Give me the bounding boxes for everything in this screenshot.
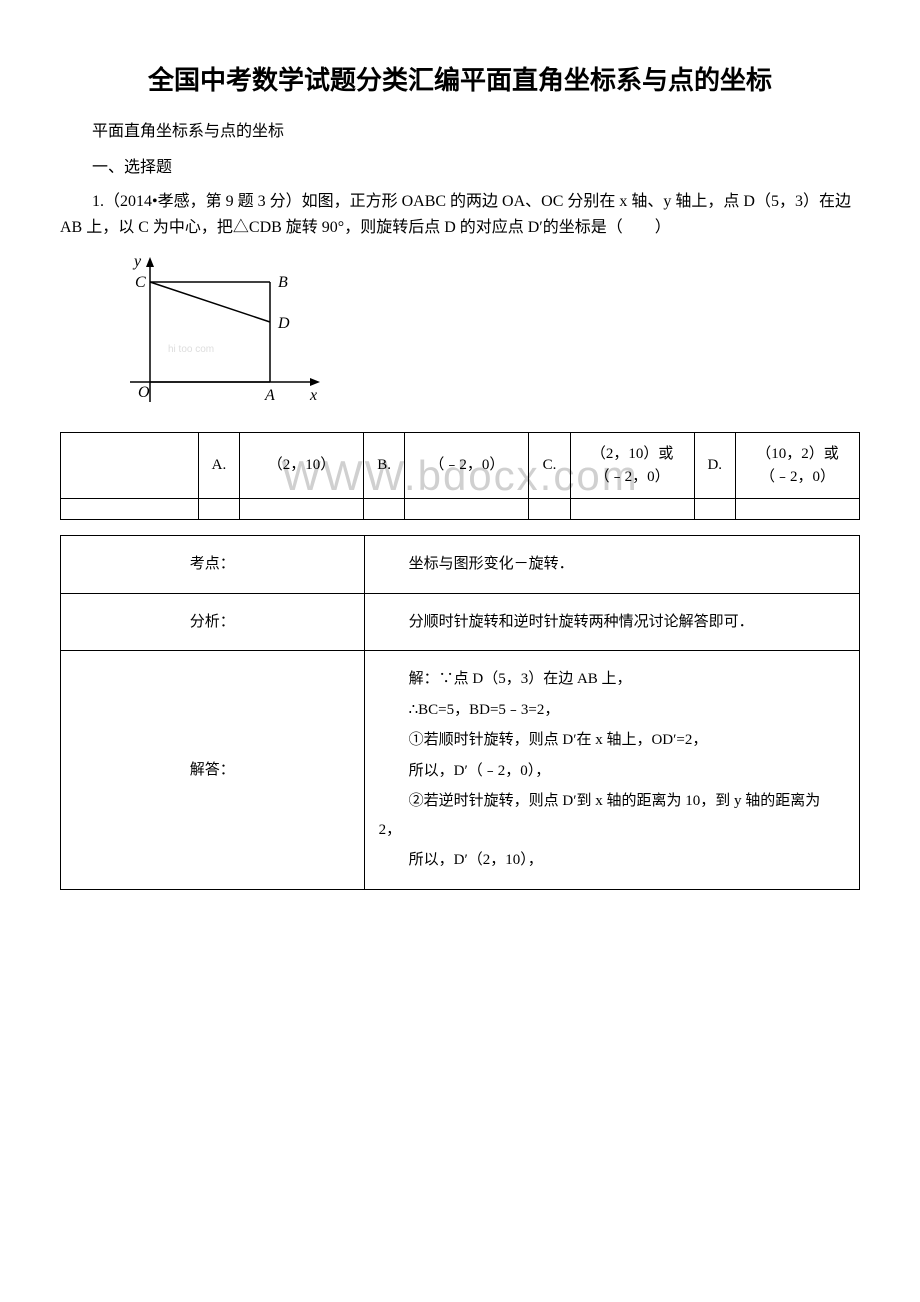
- blank-cell: [364, 499, 405, 520]
- option-text-c: （2，10）或（﹣2，0）: [570, 433, 694, 499]
- jieda-content: 解：∵点 D（5，3）在边 AB 上， ∴BC=5，BD=5﹣3=2， ①若顺时…: [364, 651, 859, 890]
- table-row: 解答： 解：∵点 D（5，3）在边 AB 上， ∴BC=5，BD=5﹣3=2， …: [61, 651, 860, 890]
- blank-cell: [198, 499, 239, 520]
- svg-text:y: y: [132, 253, 142, 270]
- subtitle: 平面直角坐标系与点的坐标: [60, 117, 860, 141]
- table-row: 分析： 分顺时针旋转和逆时针旋转两种情况讨论解答即可．: [61, 593, 860, 651]
- analysis-table: 考点： 坐标与图形变化－旋转． 分析： 分顺时针旋转和逆时针旋转两种情况讨论解答…: [60, 535, 860, 890]
- fenxi-content: 分顺时针旋转和逆时针旋转两种情况讨论解答即可．: [364, 593, 859, 651]
- option-text-b: （﹣2，0）: [405, 433, 529, 499]
- kaodian-content: 坐标与图形变化－旋转．: [364, 536, 859, 594]
- table-row: 考点： 坐标与图形变化－旋转．: [61, 536, 860, 594]
- kaodian-label: 考点：: [61, 536, 365, 594]
- diagram-svg: O A B C D x y hi too com: [120, 252, 330, 412]
- jieda-label: 解答：: [61, 651, 365, 890]
- page-title: 全国中考数学试题分类汇编平面直角坐标系与点的坐标: [60, 60, 860, 97]
- question-text: 1.（2014•孝感，第 9 题 3 分）如图，正方形 OABC 的两边 OA、…: [60, 189, 860, 240]
- option-label-d: D.: [694, 433, 735, 499]
- svg-text:hi too com: hi too com: [168, 344, 214, 355]
- blank-cell: [529, 499, 570, 520]
- svg-text:O: O: [138, 384, 150, 401]
- svg-text:B: B: [278, 274, 288, 291]
- option-label-b: B.: [364, 433, 405, 499]
- coordinate-diagram: O A B C D x y hi too com: [120, 252, 860, 417]
- jieda-line: 所以，D′（﹣2，0），: [379, 757, 845, 786]
- blank-cell: [735, 499, 859, 520]
- jieda-line: ①若顺时针旋转，则点 D′在 x 轴上，OD′=2，: [379, 726, 845, 755]
- option-text-d: （10，2）或（﹣2，0）: [735, 433, 859, 499]
- option-label-c: C.: [529, 433, 570, 499]
- jieda-line: 所以，D′（2，10），: [379, 846, 845, 875]
- option-label-a: A.: [198, 433, 239, 499]
- svg-text:C: C: [135, 274, 146, 291]
- jieda-line: 解：∵点 D（5，3）在边 AB 上，: [379, 665, 845, 694]
- svg-text:A: A: [264, 387, 275, 404]
- table-row: [61, 499, 860, 520]
- svg-text:D: D: [277, 315, 290, 332]
- options-table: A. （2，10） B. （﹣2，0） C. （2，10）或（﹣2，0） D. …: [60, 432, 860, 520]
- blank-cell: [61, 499, 199, 520]
- section-header: 一、选择题: [60, 153, 860, 177]
- option-text-a: （2，10）: [240, 433, 364, 499]
- jieda-line: ∴BC=5，BD=5﹣3=2，: [379, 696, 845, 725]
- jieda-line: ②若逆时针旋转，则点 D′到 x 轴的距离为 10，到 y 轴的距离为 2，: [379, 787, 845, 844]
- blank-cell: [694, 499, 735, 520]
- blank-cell: [61, 433, 199, 499]
- table-row: A. （2，10） B. （﹣2，0） C. （2，10）或（﹣2，0） D. …: [61, 433, 860, 499]
- blank-cell: [405, 499, 529, 520]
- fenxi-label: 分析：: [61, 593, 365, 651]
- blank-cell: [570, 499, 694, 520]
- kaodian-text: 坐标与图形变化－旋转．: [379, 550, 845, 579]
- svg-text:x: x: [309, 387, 317, 404]
- fenxi-text: 分顺时针旋转和逆时针旋转两种情况讨论解答即可．: [379, 608, 845, 637]
- blank-cell: [240, 499, 364, 520]
